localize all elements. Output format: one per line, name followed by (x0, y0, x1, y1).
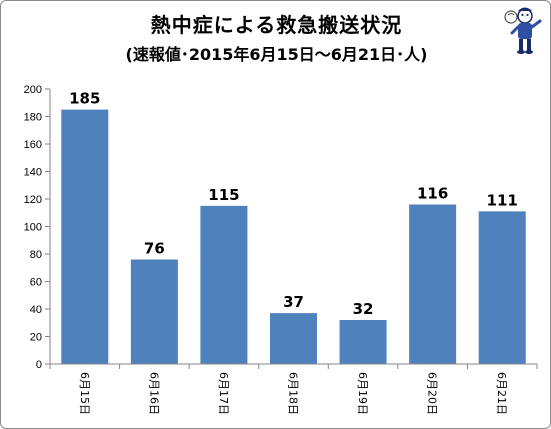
data-label: 111 (487, 191, 518, 209)
y-tick-label: 140 (24, 167, 42, 179)
y-tick-label: 60 (30, 277, 42, 289)
y-tick-label: 80 (30, 249, 42, 261)
data-label: 76 (144, 240, 165, 258)
y-tick-label: 160 (24, 139, 42, 151)
data-label: 32 (353, 300, 374, 318)
mascot-icon (504, 7, 542, 54)
x-tick-label: 6月15日 (78, 372, 91, 415)
bar (339, 320, 387, 364)
y-tick-label: 0 (36, 359, 42, 371)
data-label: 185 (69, 90, 100, 108)
bar (130, 259, 178, 364)
bar (409, 204, 457, 364)
x-tick-label: 6月20日 (426, 372, 439, 415)
bar (270, 313, 317, 364)
x-tick-label: 6月21日 (495, 372, 508, 415)
y-tick-label: 200 (24, 84, 42, 96)
y-tick-label: 100 (24, 222, 42, 234)
data-label: 116 (417, 185, 448, 203)
y-tick-label: 120 (24, 194, 42, 206)
bar (61, 109, 109, 364)
x-tick-label: 6月16日 (147, 372, 160, 415)
chart-title: 熱中症による救急搬送状況 (150, 13, 403, 37)
chart-subtitle: (速報値･2015年6月15日～6月21日･人) (125, 45, 428, 64)
x-tick-label: 6月18日 (287, 372, 300, 415)
x-tick-label: 6月19日 (356, 372, 369, 415)
bar (200, 205, 248, 364)
x-tick-label: 6月17日 (217, 372, 230, 415)
y-tick-label: 20 (30, 332, 42, 344)
data-label: 115 (208, 186, 239, 204)
y-tick-label: 40 (30, 304, 42, 316)
bar (478, 211, 526, 364)
y-tick-label: 180 (24, 112, 42, 124)
data-label: 37 (283, 293, 304, 311)
